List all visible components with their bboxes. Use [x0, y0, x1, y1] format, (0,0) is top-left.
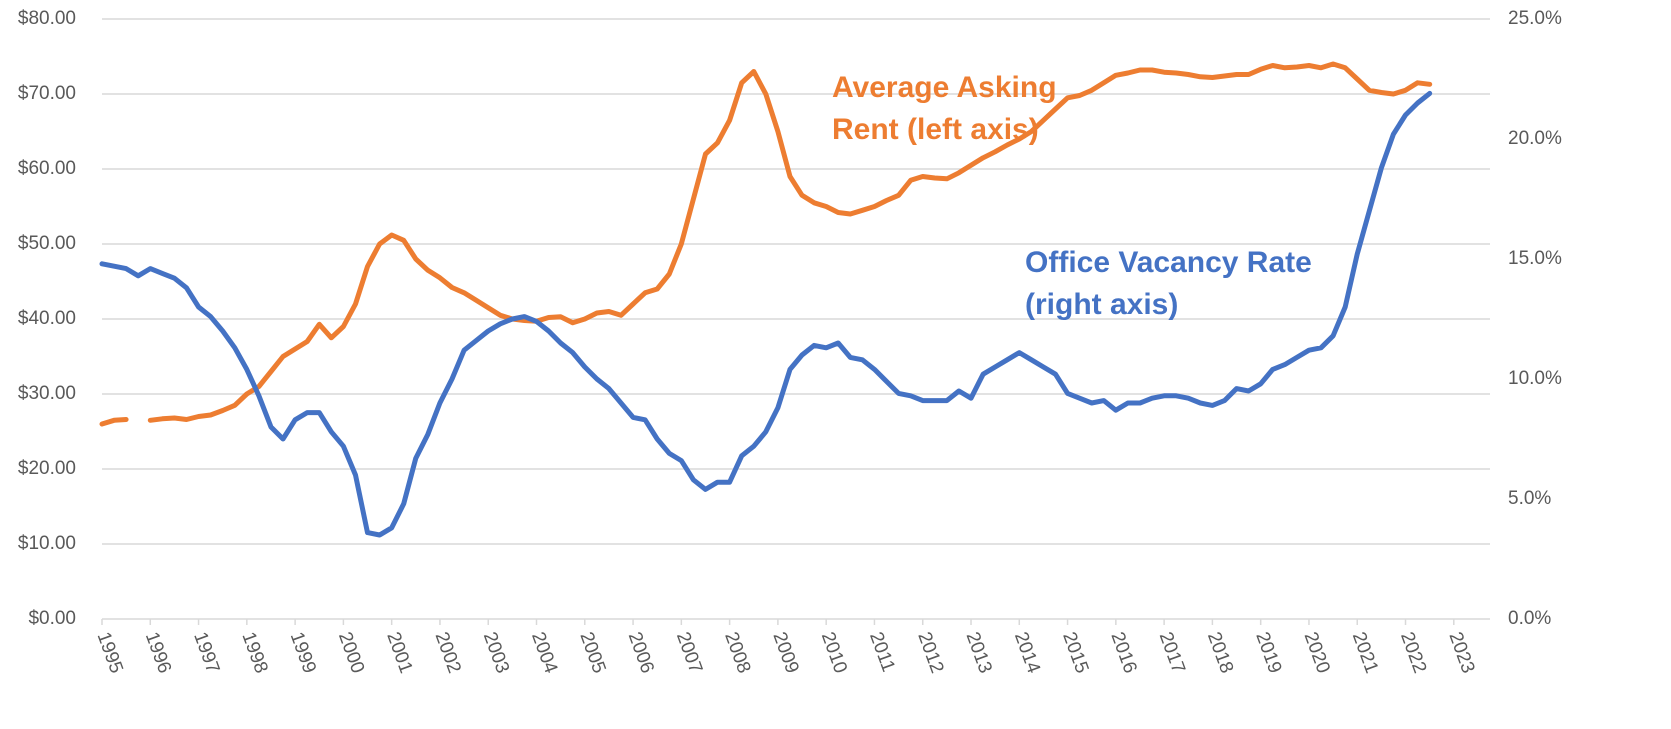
y2-tick-label: 0.0%: [1508, 608, 1551, 629]
y-tick-label: $60.00: [18, 158, 76, 179]
series-line: [99, 90, 1433, 538]
x-tick-label: 2019: [1251, 629, 1285, 676]
x-tick-label: 1996: [141, 629, 175, 676]
x-tick-label: 2004: [527, 629, 561, 676]
x-tick-label: 2021: [1348, 629, 1382, 676]
x-tick-label: 2018: [1203, 629, 1237, 676]
x-tick-label: 2010: [817, 629, 851, 676]
y-tick-label: $10.00: [18, 533, 76, 554]
y-tick-label: $40.00: [18, 308, 76, 329]
y2-tick-label: 20.0%: [1508, 128, 1562, 149]
annotation-line: Office Vacancy Rate: [1025, 246, 1312, 279]
x-tick-label: 2017: [1155, 629, 1189, 676]
x-tick-label: 2015: [1058, 629, 1092, 676]
y2-tick-label: 5.0%: [1508, 488, 1551, 509]
x-tick-label: 2013: [962, 629, 996, 676]
x-tick-label: 2001: [382, 629, 416, 676]
x-tick-label: 2006: [624, 629, 658, 676]
x-tick-label: 2008: [720, 629, 754, 676]
x-tick-label: 2009: [768, 629, 802, 676]
x-tick-label: 2005: [575, 629, 609, 676]
annotation-line: Average Asking: [832, 71, 1057, 104]
x-tick-label: 2012: [913, 629, 947, 676]
x-tick-label: 2022: [1396, 629, 1430, 676]
x-tick-label: 2002: [431, 629, 465, 676]
x-tick-label: 2003: [479, 629, 513, 676]
annotation: Average Asking Rent (left axis): [832, 71, 1057, 146]
x-tick-label: 2020: [1300, 629, 1334, 676]
y-tick-label: $80.00: [18, 8, 76, 29]
y-tick-label: $50.00: [18, 233, 76, 254]
x-tick-label: 2007: [672, 629, 706, 676]
x-tick-label: 1999: [286, 629, 320, 676]
x-tick-label: 1997: [189, 629, 223, 676]
x-tick-label: 2000: [334, 629, 368, 676]
y2-tick-label: 10.0%: [1508, 368, 1562, 389]
x-tick-label: 2014: [1010, 629, 1044, 676]
series-line: [99, 61, 1433, 427]
annotation-line: (right axis): [1025, 288, 1178, 321]
x-tick-label: 2016: [1106, 629, 1140, 676]
y2-tick-label: 25.0%: [1508, 8, 1562, 29]
x-tick-label: 2023: [1444, 629, 1478, 676]
y2-tick-label: 15.0%: [1508, 248, 1562, 269]
y-tick-label: $0.00: [28, 608, 76, 629]
x-tick-label: 1998: [237, 629, 271, 676]
y-tick-label: $70.00: [18, 83, 76, 104]
annotation-line: Rent (left axis): [832, 113, 1039, 146]
x-tick-label: 1995: [93, 629, 127, 676]
annotation: Office Vacancy Rate (right axis): [1025, 246, 1312, 321]
y-tick-label: $20.00: [18, 458, 76, 479]
x-tick-label: 2011: [865, 629, 899, 675]
y-tick-label: $30.00: [18, 383, 76, 404]
